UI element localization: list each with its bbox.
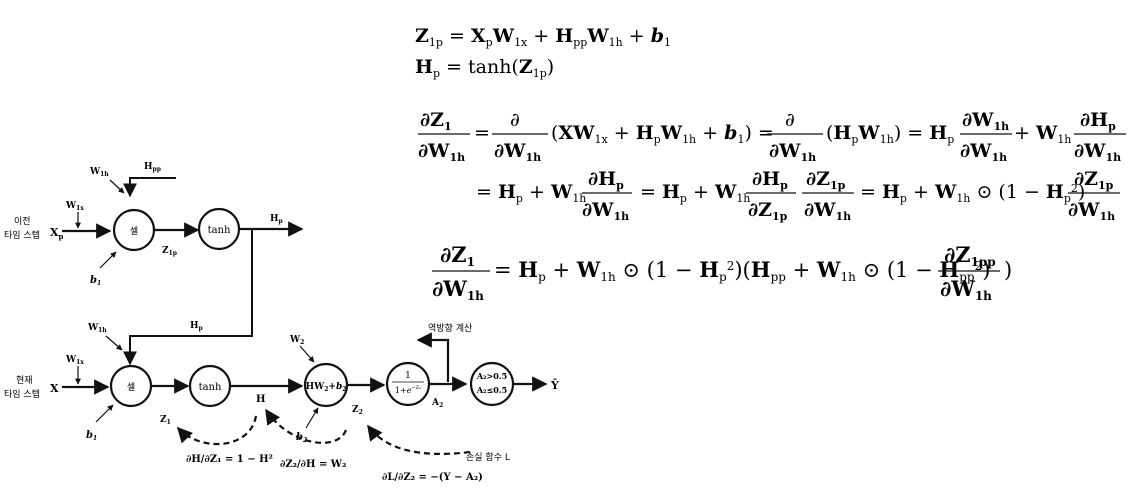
svg-text:= Hp + W1h: = Hp + W1h [640,181,750,205]
svg-text:=: = [474,122,490,144]
svg-text:= Hp + W1h: = Hp + W1h [476,181,586,205]
svg-text:∂W1h: ∂W1h [582,199,629,223]
prev-cell-label: 셀 [130,226,138,237]
svg-text:): ) [1004,258,1012,282]
backprop-label: 역방향 계산 [428,322,472,334]
svg-text:∂W1h: ∂W1h [804,199,851,223]
svg-text:Hp = tanh(Z1p): Hp = tanh(Z1p) [415,56,554,80]
sigmoid-node [385,361,431,407]
svg-text:= Hp + W1h ⊙ (1 − Hp2): = Hp + W1h ⊙ (1 − Hp2) [860,181,1085,205]
svg-text:W1x: W1x [65,355,84,366]
equation-1: Z1p = XpW1x + HppW1h + b1 [415,25,671,49]
svg-text:1: 1 [405,371,411,381]
svg-text:∂W1h: ∂W1h [432,276,484,303]
svg-text:1+e−Z₂: 1+e−Z₂ [395,385,421,395]
threshold-1: A₂>0.5 [476,371,507,381]
deriv-3: ∂L/∂Z₂ = −(Y − A₂) [382,472,483,483]
svg-text:∂W1h: ∂W1h [418,140,465,164]
svg-text:Z1: Z1 [160,415,171,426]
svg-text:∂Z1p: ∂Z1p [748,199,788,223]
svg-text:b1: b1 [86,430,97,442]
svg-text:b1: b1 [90,275,101,287]
svg-text:∂Z1p: ∂Z1p [806,168,846,192]
svg-text:Z2: Z2 [352,405,363,416]
equation-3a: ∂Z1 ∂W1h = ∂ ∂W1h (XW1x + HpW1h + b1) = … [418,109,1126,164]
svg-text:∂: ∂ [785,109,795,131]
svg-text:+ W1h: + W1h [1014,122,1071,146]
svg-text:∂Hp: ∂Hp [752,168,788,192]
eq4-text: ∂Z₁/∂W₁ₕ = Hₚ + W₁ₕ ⊙ (1 − Hₚ²)(Hₚₚ + W₁… [0,0,35,1]
svg-text:∂W1h: ∂W1h [960,140,1007,164]
svg-text:∂Hp: ∂Hp [1080,109,1116,133]
svg-text:∂W1h: ∂W1h [769,140,816,164]
svg-text:A2: A2 [431,398,443,409]
loss-label: 손실 함수 L [466,452,510,463]
svg-text:∂Z1pp: ∂Z1pp [944,242,996,269]
svg-text:H: H [256,394,265,405]
svg-text:= Hp + W1h ⊙ (1 − Hp2)(Hpp + W: = Hp + W1h ⊙ (1 − Hp2)(Hpp + W1h ⊙ (1 − … [494,257,990,284]
curr-step-diagram: 현재 타임 스텝 X W1x W1h b1 셀 Z1 tanh H W2 HW2… [4,322,559,483]
equation-4: ∂Z1 ∂W1h = Hp + W1h ⊙ (1 − Hp2)(Hpp + W1… [432,242,1012,303]
svg-text:(XW1x + HpW1h + b1) =: (XW1x + HpW1h + b1) = [551,122,774,146]
svg-text:∂W1h: ∂W1h [962,109,1009,133]
svg-text:W1x: W1x [65,201,84,212]
svg-text:∂Z1: ∂Z1 [440,242,475,269]
threshold-2: A₂≤0.5 [476,385,507,395]
svg-text:W1h: W1h [89,167,109,178]
equation-3b: = Hp + W1h ∂Hp ∂W1h = Hp + W1h ∂Hp ∂Z1p … [476,168,1120,223]
svg-text:Hp: Hp [270,214,283,225]
equation-2: Hp = tanh(Z1p) [415,56,554,80]
curr-tanh-label: tanh [199,382,222,393]
svg-text:Hpp: Hpp [144,162,161,173]
output-label: Ŷ [550,378,559,392]
svg-text:Xp: Xp [50,226,64,241]
deriv-1: ∂H/∂Z₁ = 1 − H² [186,454,273,465]
svg-text:(HpW1h) = Hp: (HpW1h) = Hp [826,122,954,146]
svg-text:∂Z1p: ∂Z1p [1074,168,1114,192]
svg-text:W1h: W1h [87,323,107,334]
curr-cell-label: 셀 [127,382,135,393]
curr-step-label-1: 현재 [16,375,33,386]
svg-text:X: X [50,382,59,395]
svg-text:∂W1h: ∂W1h [494,140,541,164]
curr-step-label-2: 타임 스텝 [4,388,40,400]
svg-text:Z1p = XpW1x + HppW1h + b1: Z1p = XpW1x + HppW1h + b1 [415,25,671,49]
svg-text:Hp: Hp [190,321,203,332]
svg-text:Z1p: Z1p [162,246,177,257]
svg-text:∂Hp: ∂Hp [588,168,624,192]
svg-text:∂Z1: ∂Z1 [420,109,452,133]
svg-text:HW2+b2: HW2+b2 [306,382,347,393]
threshold-node [469,361,515,407]
prev-step-diagram: 이전 타임 스텝 Xp W1x W1h Hpp b1 셀 Z1p tanh Hp… [4,162,304,366]
deriv-2: ∂Z₂/∂H = W₂ [280,459,346,470]
svg-text:∂W1h: ∂W1h [1068,199,1115,223]
svg-text:W2: W2 [289,335,304,346]
prev-step-label-1: 이전 [14,216,31,227]
prev-tanh-label: tanh [208,225,231,236]
svg-text:∂: ∂ [510,109,520,131]
prev-step-label-2: 타임 스텝 [4,229,40,241]
svg-text:∂W1h: ∂W1h [1074,140,1121,164]
